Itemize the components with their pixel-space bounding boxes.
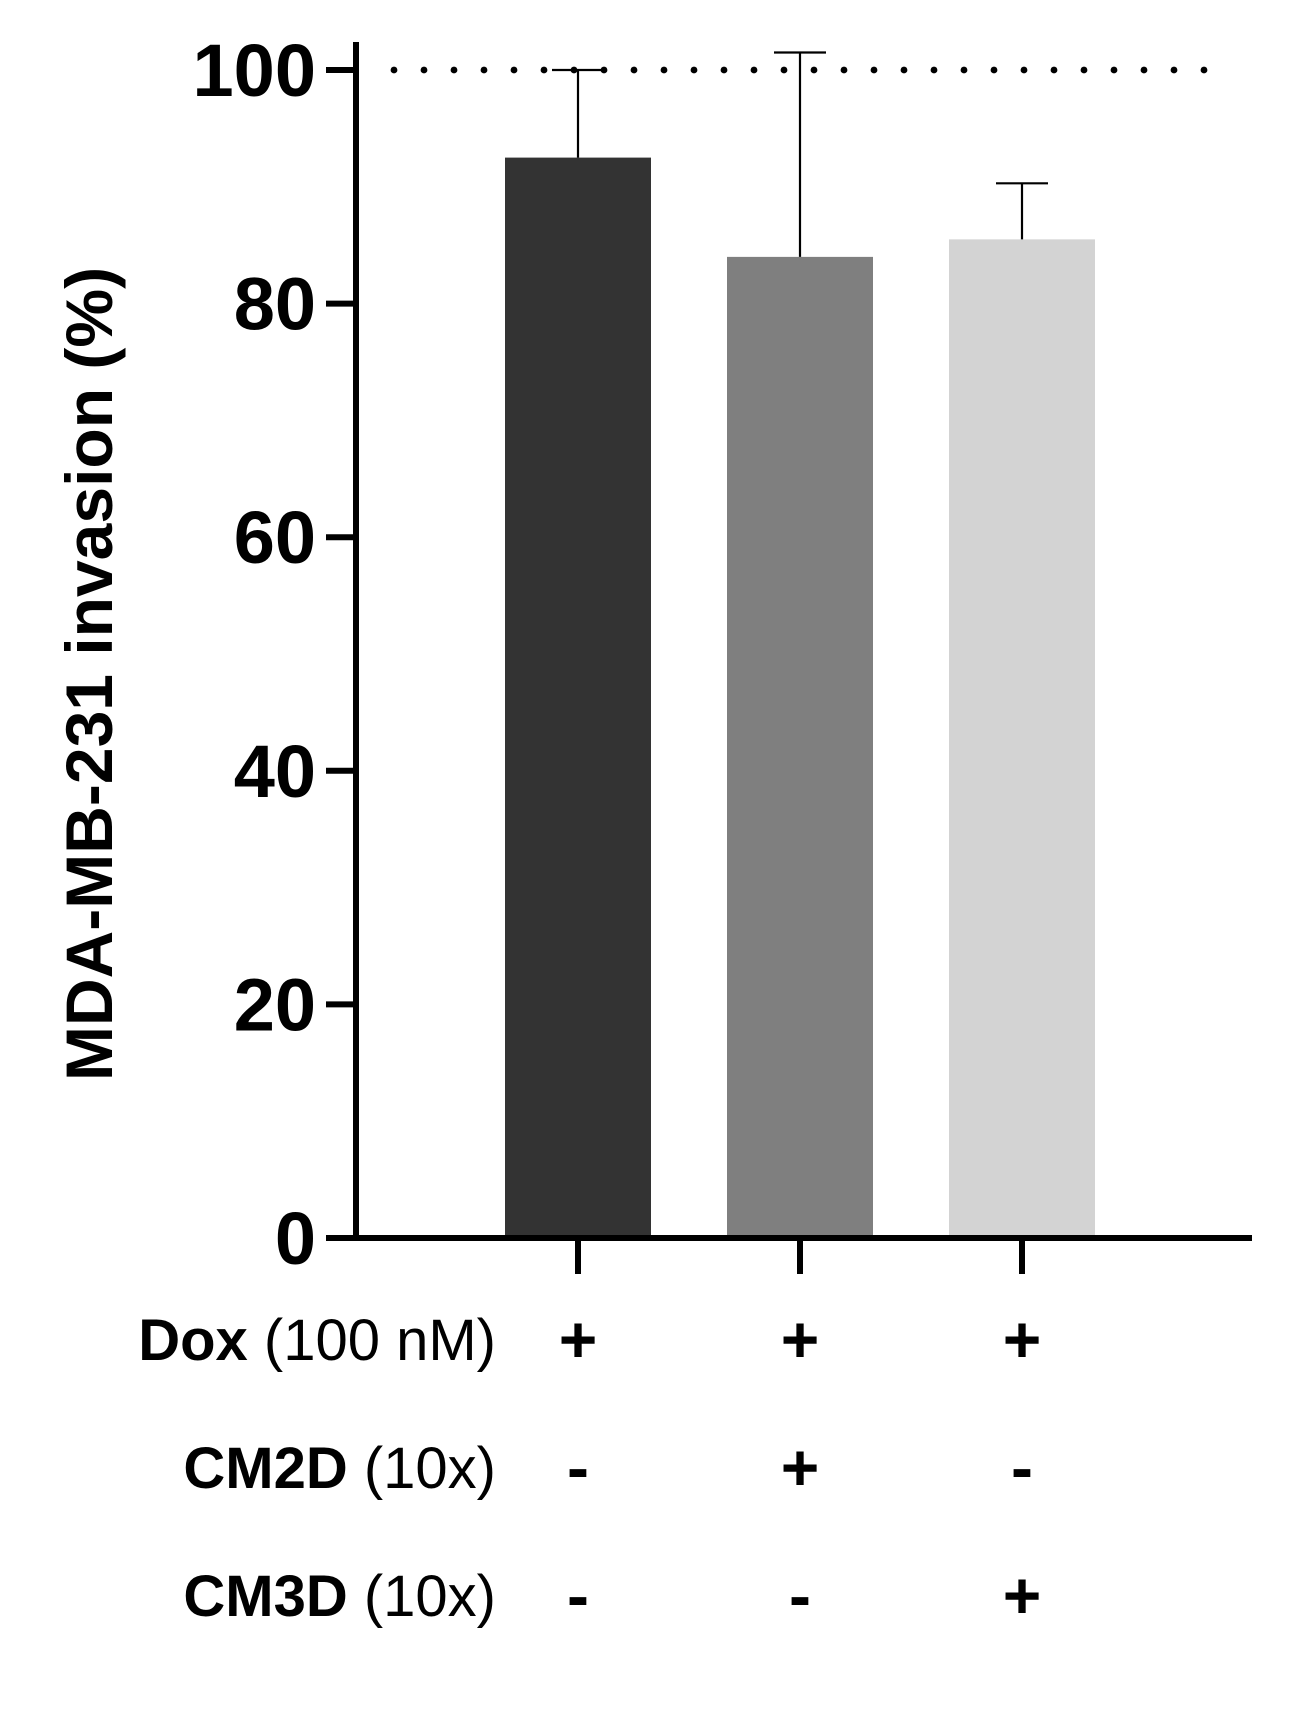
condition-label: CM2D (10x) [183,1436,496,1501]
condition-sign: + [781,1302,820,1376]
condition-name: Dox [138,1308,248,1373]
condition-name: CM2D [183,1436,347,1501]
reference-line-dot [420,66,428,74]
y-tick-label: 60 [234,496,316,579]
condition-sign: - [567,1430,589,1504]
condition-detail: (100 nM) [248,1308,496,1373]
condition-name: CM3D [183,1564,347,1629]
condition-sign: - [567,1558,589,1632]
reference-line-dot [690,66,698,74]
reference-line-dot [930,66,938,74]
reference-line-dot [810,66,818,74]
reference-line-dot [990,66,998,74]
reference-line-dot [510,66,518,74]
bar [505,157,651,1239]
reference-line-dot [780,66,788,74]
reference-line-dot [960,66,968,74]
reference-line-dot [720,66,728,74]
y-tick-label: 80 [234,263,316,346]
reference-line-dot [1200,66,1208,74]
reference-line-dot [390,66,398,74]
condition-sign: - [789,1558,811,1632]
reference-line-dot [1140,66,1148,74]
condition-sign: + [559,1302,598,1376]
bar [949,239,1095,1239]
reference-layer [390,66,1208,74]
reference-line-dot [1020,66,1028,74]
reference-line-dot [480,66,488,74]
reference-line-dot [540,66,548,74]
bar [727,256,873,1238]
reference-line-dot [750,66,758,74]
reference-line-dot [1080,66,1088,74]
reference-line-dot [870,66,878,74]
axes-layer [326,42,1252,1274]
reference-line-dot [630,66,638,74]
y-axis-label: MDA-MB-231 invasion (%) [52,267,126,1081]
reference-line-dot [1110,66,1118,74]
y-tick-label: 20 [234,963,316,1046]
condition-detail: (10x) [348,1564,496,1629]
reference-line-dot [1050,66,1058,74]
condition-sign: + [781,1430,820,1504]
reference-line-dot [450,66,458,74]
condition-sign: + [1003,1302,1042,1376]
reference-line-dot [1170,66,1178,74]
condition-detail: (10x) [348,1436,496,1501]
condition-label: Dox (100 nM) [138,1308,496,1373]
bars-layer [505,51,1095,1239]
reference-line-dot [660,66,668,74]
y-tick-label: 40 [234,730,316,813]
condition-sign: + [1003,1558,1042,1632]
y-tick-label: 100 [193,29,316,112]
condition-label: CM3D (10x) [183,1564,496,1629]
condition-sign: - [1011,1430,1033,1504]
reference-line-dot [900,66,908,74]
reference-line-dot [840,66,848,74]
y-tick-label: 0 [275,1197,316,1280]
labels-layer: 0 20 40 60 80 100 Dox (100 nM) + + + CM2D (10x) - + -… [138,29,1041,1632]
